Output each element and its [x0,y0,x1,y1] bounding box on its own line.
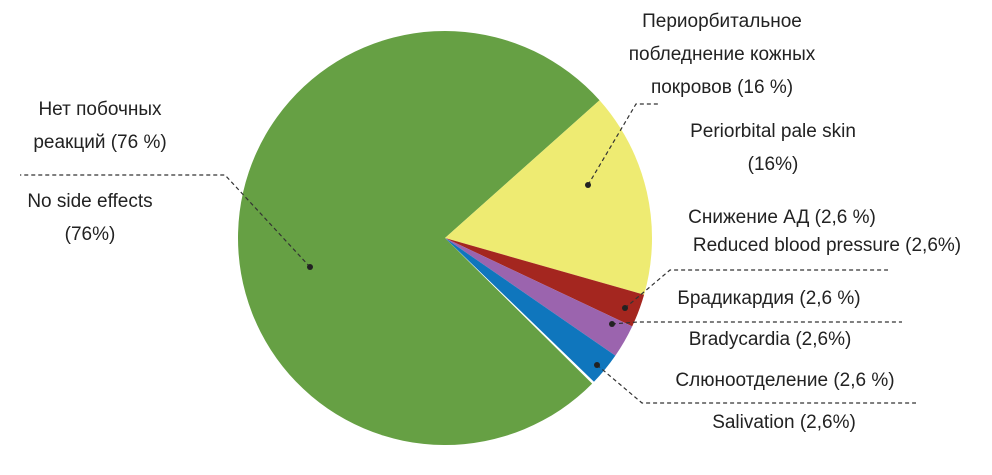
leader-line [587,103,660,186]
pie-slice [445,238,616,382]
slice-label: Периорбитальное [642,11,802,32]
slice-label: побледнение кожных [629,44,816,65]
slice-label: Periorbital pale skin [690,121,856,142]
slice-label: Слюноотделение (2,6 %) [675,370,894,391]
pie-slice [445,238,633,356]
slice-label: Брадикардия (2,6 %) [677,288,860,309]
pie-slice [445,238,645,327]
pie-slice [237,31,600,446]
leader-dot [622,305,628,311]
slice-label: Нет побочных [38,99,162,120]
leader-dot [609,321,615,327]
slice-label: (16%) [748,154,799,175]
leader-line [624,269,888,309]
pie-slice [445,100,652,295]
leader-line [20,174,311,268]
slice-label: Reduced blood pressure (2,6%) [693,235,961,256]
slice-label: Снижение АД (2,6 %) [688,207,876,228]
leader-dot [585,182,591,188]
slice-label: (76%) [65,224,116,245]
slice-label: Bradycardia (2,6%) [689,329,852,350]
leader-dot [307,264,313,270]
slice-label: реакций (76 %) [33,132,166,153]
slice-label: Salivation (2,6%) [712,412,856,433]
leader-line [596,364,916,404]
slice-label: No side effects [27,191,152,212]
leader-line [611,321,902,325]
leader-dot [594,362,600,368]
slice-label: покровов (16 %) [651,77,793,98]
